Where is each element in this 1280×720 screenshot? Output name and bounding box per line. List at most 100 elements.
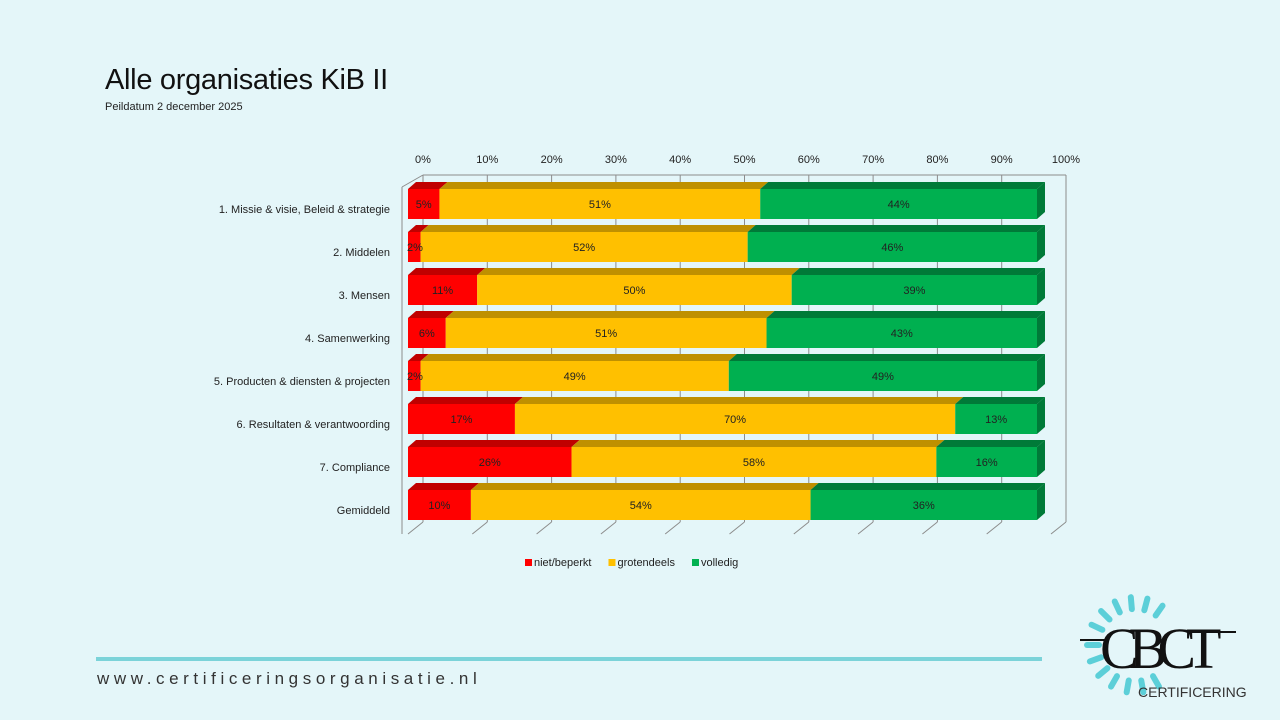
bar-end-cap (1037, 182, 1045, 219)
bar-segment-volledig (810, 490, 1037, 520)
logo-ray (1152, 602, 1166, 619)
floor-gridline (986, 521, 1003, 535)
footer-url[interactable]: www.certificeringsorganisatie.nl (97, 669, 482, 688)
category-label: 7. Compliance (320, 462, 390, 474)
side-wall-top (401, 174, 424, 188)
bar-top-nietbeperkt (408, 440, 580, 447)
data-label: 43% (891, 328, 913, 340)
bar-segment-nietbeperkt (408, 447, 572, 477)
category-label: 4. Samenwerking (305, 333, 390, 345)
bar-segment-nietbeperkt (408, 232, 421, 262)
bar-top-nietbeperkt (408, 182, 448, 189)
bar-segment-nietbeperkt (408, 490, 471, 520)
floor-gridline (729, 521, 745, 535)
bar-segment-volledig (728, 361, 1037, 391)
category-label: 6. Resultaten & verantwoording (237, 419, 390, 431)
bar-top-volledig (728, 354, 1045, 361)
floor-gridline (793, 521, 810, 535)
x-tick-label: 60% (798, 154, 820, 166)
bar-top-volledig (955, 397, 1045, 404)
bar-top-volledig (760, 182, 1045, 189)
bar-segment-volledig (766, 318, 1037, 348)
data-label: 5% (416, 199, 432, 211)
data-label: 51% (595, 328, 617, 340)
legend-label: grotendeels (617, 557, 675, 569)
logo-ray (1088, 621, 1106, 633)
bar-segment-volledig (791, 275, 1037, 305)
data-label: 17% (450, 414, 472, 426)
bar-segment-grotendeels (477, 275, 792, 305)
category-labels: 1. Missie & visie, Beleid & strategie 2. … (214, 204, 390, 517)
bar-top-nietbeperkt (408, 397, 523, 404)
bar-segment-grotendeels (420, 232, 748, 262)
bar-segment-grotendeels (470, 490, 811, 520)
data-label: 2% (407, 242, 423, 254)
bar-segment-grotendeels (420, 361, 729, 391)
data-label: 49% (872, 371, 894, 383)
logo-ray (1150, 673, 1162, 690)
data-label: 6% (419, 328, 435, 340)
data-label: 50% (623, 285, 645, 297)
bar-top-volledig (810, 483, 1045, 490)
bar-end-cap (1037, 225, 1045, 262)
bar-top-nietbeperkt (408, 354, 429, 361)
floor-gridline (471, 521, 488, 535)
x-tick-label: 40% (669, 154, 691, 166)
bar-segment-grotendeels (571, 447, 937, 477)
floor-gridline (600, 521, 617, 535)
bar-top-nietbeperkt (408, 225, 429, 232)
x-tick-label: 20% (541, 154, 563, 166)
bar-top-nietbeperkt (408, 311, 454, 318)
category-label: 5. Producten & diensten & projecten (214, 376, 390, 388)
floor-gridline (922, 521, 938, 535)
bar-top-volledig (791, 268, 1045, 275)
logo-ray (1141, 595, 1151, 614)
category-label: 3. Mensen (339, 290, 390, 302)
data-label: 51% (589, 199, 611, 211)
x-tick-label: 10% (476, 154, 498, 166)
bar-top-grotendeels (514, 397, 964, 404)
bar-top-nietbeperkt (408, 483, 479, 490)
data-label: 16% (976, 457, 998, 469)
category-label: Gemiddeld (337, 505, 390, 517)
bar-end-cap (1037, 440, 1045, 477)
cbct-logo: CBCT CERTIFICERING (1080, 594, 1247, 700)
data-label: 70% (724, 414, 746, 426)
bar-end-cap (1037, 483, 1045, 520)
bar-segment-volledig (955, 404, 1037, 434)
data-label: 52% (573, 242, 595, 254)
logo-tagline: CERTIFICERING (1138, 684, 1247, 700)
x-tick-label: 80% (926, 154, 948, 166)
bar-end-cap (1037, 397, 1045, 434)
floor-gridline (1050, 521, 1067, 535)
bar-segment-nietbeperkt (408, 318, 446, 348)
bar-end-cap (1037, 354, 1045, 391)
data-label: 26% (479, 457, 501, 469)
footer-divider (96, 657, 1042, 661)
x-tick-label: 90% (991, 154, 1013, 166)
data-label: 49% (564, 371, 586, 383)
bar-end-cap (1037, 311, 1045, 348)
bar-end-cap (1037, 268, 1045, 305)
floor-gridline (536, 521, 552, 535)
bar-segment-nietbeperkt (408, 404, 515, 434)
logo-ray (1127, 594, 1135, 613)
bar-segment-grotendeels (514, 404, 956, 434)
logo-ray (1123, 677, 1132, 696)
bar-segment-nietbeperkt (408, 275, 478, 305)
data-label: 39% (903, 285, 925, 297)
data-label: 44% (888, 199, 910, 211)
category-label: 2. Middelen (333, 247, 390, 259)
bar-top-grotendeels (571, 440, 945, 447)
legend: niet/beperkt grotendeels volledig (525, 557, 738, 569)
legend-swatch (691, 559, 699, 566)
bar-top-grotendeels (445, 311, 775, 318)
category-label: 1. Missie & visie, Beleid & strategie (219, 204, 390, 216)
logo-ray (1108, 673, 1120, 690)
logo-ray (1098, 608, 1113, 623)
data-label: 46% (881, 242, 903, 254)
bar-top-grotendeels (439, 182, 769, 189)
data-labels: 5% 51% 44% 2% 52% 46% 11% 50% 39% 6% 51% 43% 2% 49% 49… (407, 199, 1007, 512)
floor-gridline (857, 521, 874, 535)
